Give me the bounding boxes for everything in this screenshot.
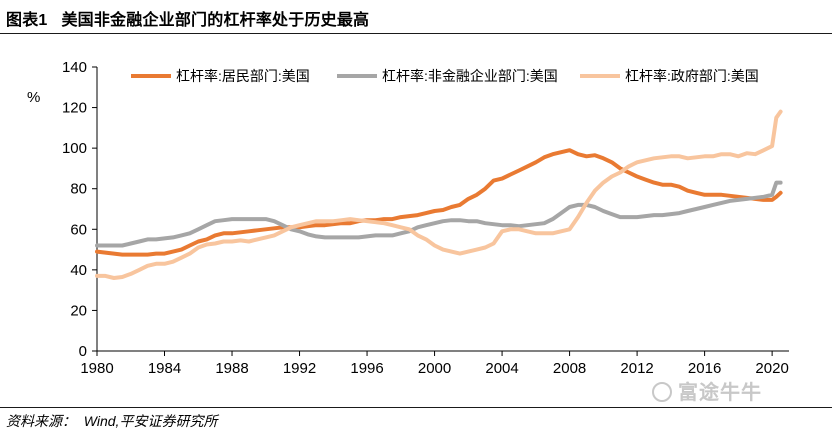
legend-label: 杠杆率:居民部门:美国 <box>176 68 310 84</box>
title-rule <box>0 33 832 34</box>
source-note: 资料来源： Wind,平安证券研究所 <box>6 413 218 429</box>
x-tick-label: 2020 <box>755 360 788 376</box>
y-tick-label: 20 <box>70 302 87 319</box>
y-tick-label: 0 <box>79 343 87 360</box>
figure-title-text: 美国非金融企业部门的杠杆率处于历史最高 <box>61 12 370 29</box>
legend-item-3: 杠杆率:政府部门:美国 <box>580 68 759 84</box>
x-tick-label: 1988 <box>215 360 248 376</box>
x-tick-label: 2012 <box>620 360 653 376</box>
chart-legend: 杠杆率:居民部门:美国 杠杆率:非金融企业部门:美国 杠杆率:政府部门:美国 <box>131 68 759 84</box>
y-tick-label: 40 <box>70 262 87 279</box>
chart-series <box>95 109 783 280</box>
watermark-text: 富途牛牛 <box>678 382 762 404</box>
series-line-1 <box>95 148 783 257</box>
legend-item-2: 杠杆率:非金融企业部门:美国 <box>337 68 558 84</box>
watermark-logo-icon <box>652 382 672 402</box>
y-tick-label: 140 <box>62 59 87 76</box>
x-tick-label: 2004 <box>485 360 518 376</box>
x-tick-label: 1980 <box>80 360 113 376</box>
figure-label: 图表1 <box>6 12 48 29</box>
figure-title: 图表1 美国非金融企业部门的杠杆率处于历史最高 <box>6 6 369 30</box>
chart-axes: 0 20 40 60 80 100 120 140 1980 1984 1988 1992 1996 20… <box>27 59 789 376</box>
line-chart: 0 20 40 60 80 100 120 140 1980 1984 1988 1992 1996 20… <box>27 59 789 376</box>
series-line-3 <box>95 109 783 280</box>
y-tick-label: 120 <box>62 100 87 117</box>
watermark: 富途牛牛 <box>652 376 762 405</box>
y-axis-unit-label: % <box>27 89 40 106</box>
x-tick-label: 2008 <box>553 360 586 376</box>
x-tick-label: 2000 <box>418 360 451 376</box>
legend-label: 杠杆率:政府部门:美国 <box>625 68 759 84</box>
legend-label: 杠杆率:非金融企业部门:美国 <box>382 68 558 84</box>
figure-header: 图表1 美国非金融企业部门的杠杆率处于历史最高 <box>0 0 832 33</box>
y-tick-label: 80 <box>70 181 87 198</box>
y-tick-label: 60 <box>70 221 87 238</box>
x-tick-label: 1996 <box>350 360 383 376</box>
x-tick-label: 2016 <box>688 360 721 376</box>
x-tick-label: 1984 <box>148 360 181 376</box>
x-tick-label: 1992 <box>283 360 316 376</box>
y-tick-label: 100 <box>62 140 87 157</box>
footer-rule <box>0 407 832 408</box>
series-line-2 <box>95 180 783 248</box>
legend-item-1: 杠杆率:居民部门:美国 <box>131 68 310 84</box>
